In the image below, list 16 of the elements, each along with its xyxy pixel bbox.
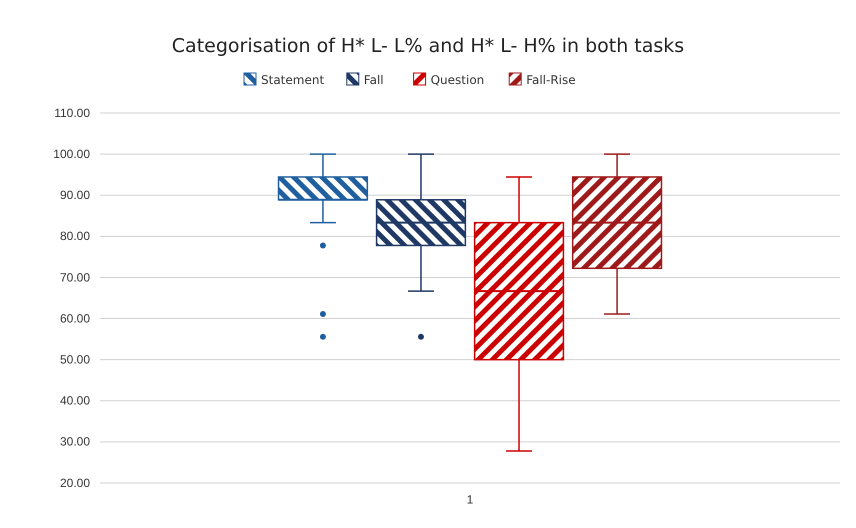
y-tick-label: 60.00: [60, 311, 90, 326]
y-tick-label: 90.00: [60, 188, 90, 202]
legend-label: Fall: [364, 73, 384, 87]
chart-title: Categorisation of H* L- L% and H* L- H% in both tasks: [172, 35, 684, 57]
legend-label: Fall-Rise: [526, 73, 576, 87]
y-tick-label: 110.00: [54, 106, 90, 120]
legend-label: Statement: [261, 73, 324, 87]
y-tick-label: 20.00: [60, 476, 90, 490]
y-tick-label: 70.00: [60, 270, 90, 284]
y-tick-label: 80.00: [60, 229, 90, 244]
y-tick-label: 50.00: [60, 352, 90, 367]
y-tick-label: 100.00: [53, 146, 90, 161]
y-tick-label: 40.00: [60, 394, 90, 408]
x-tick-label: 1: [466, 492, 474, 507]
legend-label: Question: [430, 73, 484, 87]
y-tick-label: 30.00: [60, 434, 90, 449]
